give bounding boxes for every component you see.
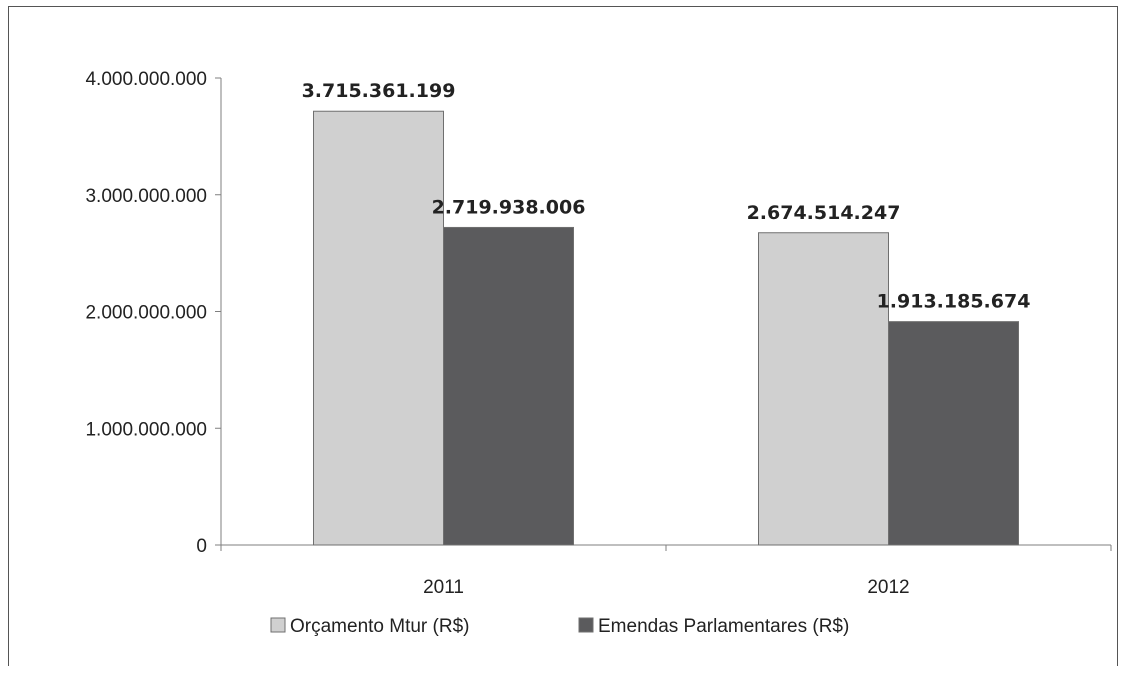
legend-swatch-series-1 <box>270 617 286 633</box>
y-tick-label: 3.000.000.000 <box>85 186 207 207</box>
bar-2012-series-1 <box>758 232 889 546</box>
y-tick-label: 1.000.000.000 <box>85 419 207 440</box>
y-tick-label: 4.000.000.000 <box>85 69 207 90</box>
data-label: 3.715.361.199 <box>302 80 456 102</box>
bar-chart: 0 1.000.000.000 2.000.000.000 3.000.000.000… <box>85 69 1112 637</box>
chart-frame: 0 1.000.000.000 2.000.000.000 3.000.000.000… <box>8 6 1118 666</box>
data-label: 1.913.185.674 <box>877 291 1031 313</box>
x-tick-label: 2011 <box>423 577 464 598</box>
x-tick-label: 2012 <box>867 577 909 598</box>
bar-2012-series-2 <box>888 321 1019 546</box>
legend-label-series-2: Emendas Parlamentares (R$) <box>598 616 849 637</box>
data-label: 2.719.938.006 <box>432 196 586 218</box>
bar-2011-series-1 <box>313 110 444 546</box>
y-tick-label: 0 <box>196 536 207 557</box>
legend-label-series-1: Orçamento Mtur (R$) <box>290 616 469 637</box>
y-tick-label: 2.000.000.000 <box>85 303 207 324</box>
legend-swatch-series-2 <box>578 617 594 633</box>
bar-2011-series-2 <box>443 226 574 546</box>
data-label: 2.674.514.247 <box>747 202 901 224</box>
